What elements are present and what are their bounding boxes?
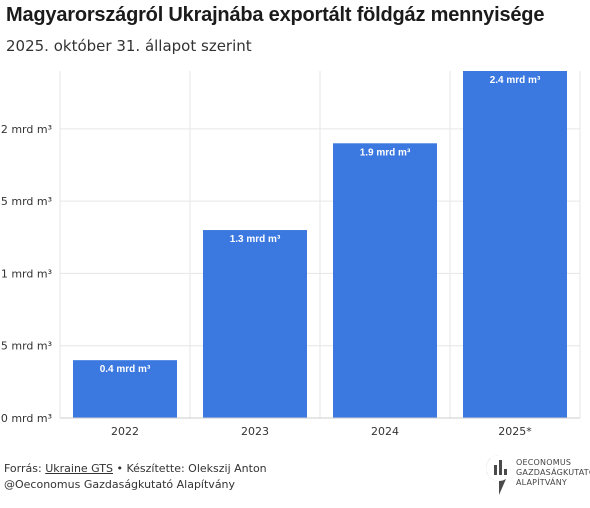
- y-tick-label: 2 mrd m³: [1, 123, 52, 136]
- chart-title: Magyarországról Ukrajnába exportált föld…: [6, 4, 545, 26]
- logo-icon: [486, 455, 508, 495]
- bar-2023: [203, 230, 307, 418]
- chart-footer: Forrás: Ukraine GTS • Készítette: Oleksz…: [4, 461, 267, 493]
- chart-subtitle: 2025. október 31. állapot szerint: [6, 37, 252, 55]
- data-label: 1.3 mrd m³: [230, 234, 281, 245]
- logo-line-1: OECONOMUS: [516, 458, 572, 467]
- author-credit: • Készítette: Olekszij Anton: [113, 462, 267, 475]
- source-link[interactable]: Ukraine GTS: [45, 462, 114, 475]
- x-tick-label: 2025*: [498, 425, 532, 438]
- data-label: 0.4 mrd m³: [100, 364, 151, 375]
- source-prefix: Forrás:: [4, 462, 46, 475]
- y-tick-label: 1 mrd m³: [1, 267, 52, 280]
- logo-line-2: GAZDASÁGKUTATÓ: [516, 468, 590, 477]
- logo-line-3: ALAPÍTVÁNY: [516, 478, 567, 487]
- x-tick-label: 2024: [371, 425, 399, 438]
- x-tick-label: 2022: [111, 425, 139, 438]
- logo-text: OECONOMUS GAZDASÁGKUTATÓ ALAPÍTVÁNY: [516, 458, 590, 488]
- bar-2022: [73, 360, 177, 418]
- data-label: 1.9 mrd m³: [360, 147, 411, 158]
- oeconomus-logo: OECONOMUS GAZDASÁGKUTATÓ ALAPÍTVÁNY: [484, 451, 590, 501]
- source-line: Forrás: Ukraine GTS • Készítette: Oleksz…: [4, 461, 267, 477]
- y-tick-label: 1.5 mrd m³: [0, 195, 52, 208]
- bar-chart: 0 mrd m³ 0.5 mrd m³ 1 mrd m³ 1.5 mrd m³ 2 mr…: [0, 71, 581, 438]
- bar-2024: [333, 143, 437, 418]
- y-tick-label: 0.5 mrd m³: [0, 340, 52, 353]
- x-tick-label: 2023: [241, 425, 269, 438]
- organization-credit: @Oeconomus Gazdaságkutató Alapítvány: [4, 478, 236, 491]
- y-tick-label: 0 mrd m³: [1, 412, 52, 425]
- bar-2025: [463, 71, 567, 418]
- data-label: 2.4 mrd m³: [490, 75, 541, 86]
